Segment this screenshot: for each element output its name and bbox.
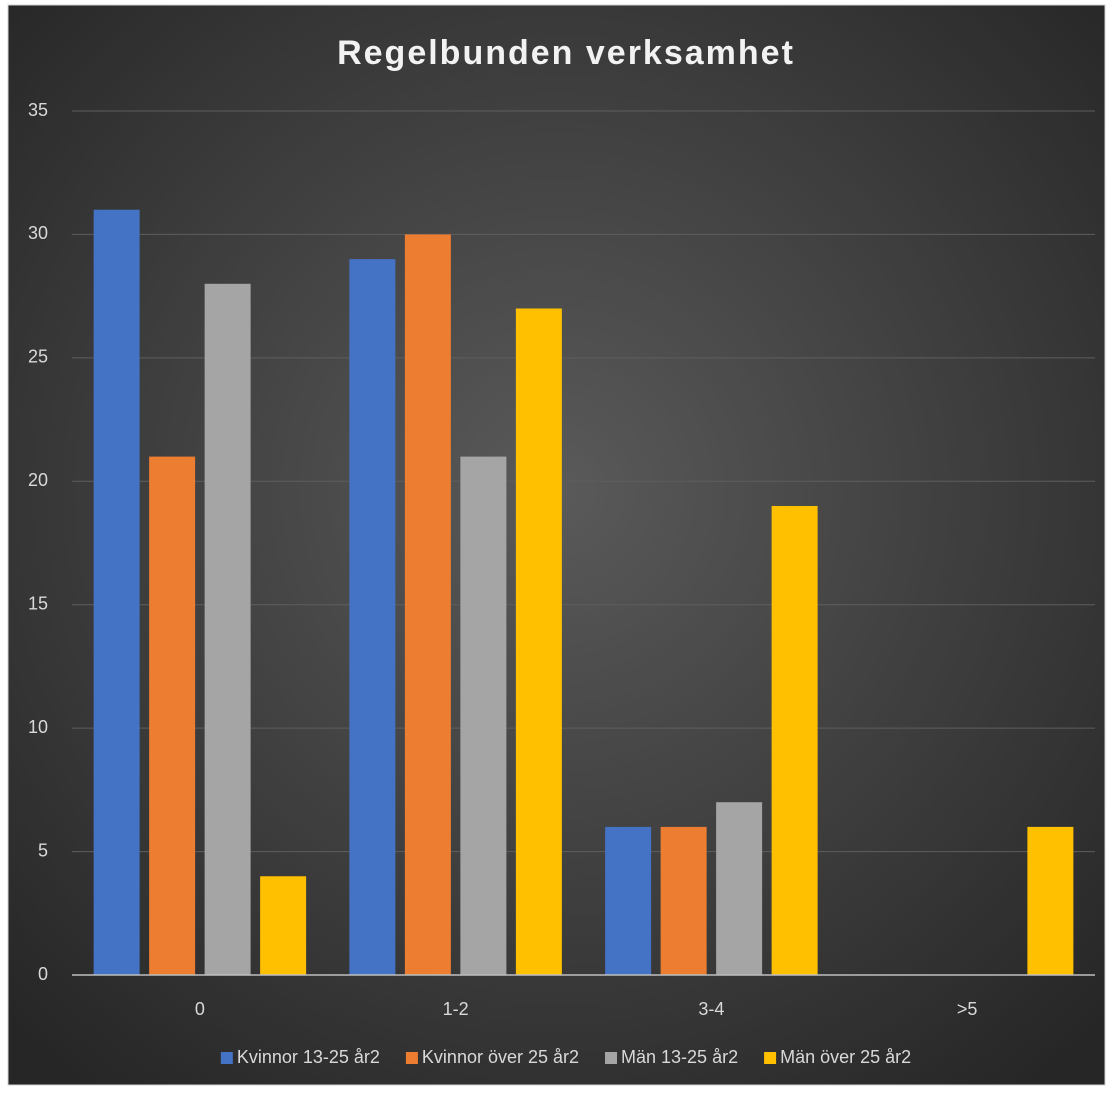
legend-swatch — [220, 1052, 233, 1064]
y-tick-label: 20 — [28, 470, 48, 490]
bar — [93, 209, 140, 975]
bar — [716, 802, 763, 975]
bar — [349, 259, 396, 976]
bar — [660, 826, 707, 975]
bar — [204, 283, 251, 975]
y-tick-label: 30 — [28, 223, 48, 243]
legend-label: Män 13-25 år2 — [621, 1047, 738, 1067]
x-tick-label: 3-4 — [698, 999, 724, 1019]
legend-label: Kvinnor över 25 år2 — [422, 1047, 579, 1067]
legend-swatch — [405, 1052, 418, 1064]
bar — [771, 505, 818, 975]
bar — [1027, 826, 1074, 975]
bar — [404, 234, 451, 975]
bar — [149, 456, 196, 976]
y-tick-label: 35 — [28, 100, 48, 120]
x-tick-label: 1-2 — [443, 999, 469, 1019]
legend-label: Män över 25 år2 — [780, 1047, 911, 1067]
legend-swatch — [764, 1052, 777, 1064]
x-tick-label: 0 — [195, 999, 205, 1019]
y-tick-label: 10 — [28, 717, 48, 737]
y-tick-label: 15 — [28, 593, 48, 613]
bar — [605, 826, 652, 975]
bar — [515, 308, 562, 975]
y-tick-label: 5 — [38, 840, 48, 860]
chart-title: Regelbunden verksamhet — [337, 34, 795, 72]
bar — [460, 456, 507, 976]
legend-label: Kvinnor 13-25 år2 — [237, 1047, 380, 1067]
bar — [260, 876, 307, 975]
y-tick-label: 0 — [38, 964, 48, 984]
x-tick-label: >5 — [957, 999, 978, 1019]
legend-swatch — [605, 1052, 618, 1064]
y-tick-label: 25 — [28, 347, 48, 367]
